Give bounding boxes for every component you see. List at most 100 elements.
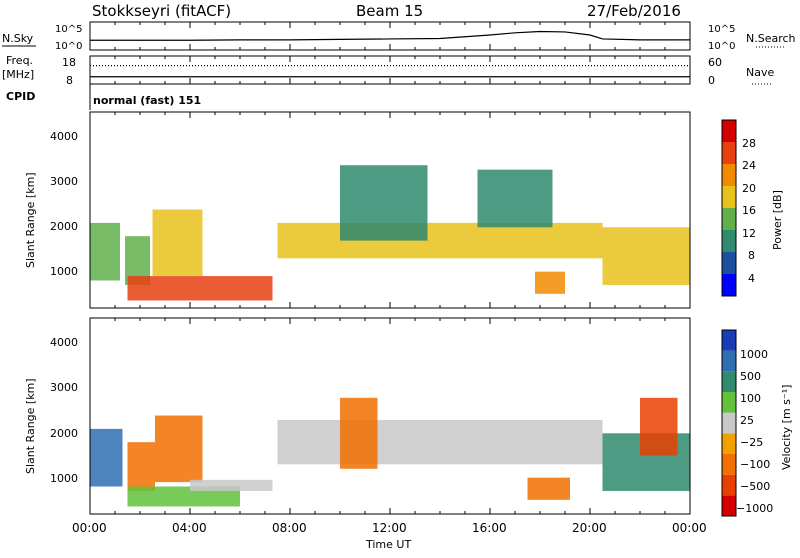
colorbar-swatch [722, 495, 736, 516]
power-cbar-8: 8 [748, 249, 755, 262]
echo-region [527, 477, 570, 500]
freq-ytick-bottom: 8 [66, 74, 73, 87]
colorbar-swatch [722, 433, 736, 454]
freq-ytick-top: 18 [62, 56, 76, 69]
colorbar-swatch [722, 412, 736, 434]
echo-region [152, 209, 203, 277]
velocity-ytick-4000: 4000 [50, 336, 78, 349]
echo-region [90, 428, 123, 487]
time-tick-0: 00:00 [72, 521, 107, 535]
velocity-ytick-1000: 1000 [50, 472, 78, 485]
colorbar-swatch [722, 274, 736, 296]
time-axis-label: Time UT [365, 538, 411, 551]
nsky-ytick-top-left: 10^5 [55, 24, 82, 35]
colorbar-frame [721, 119, 737, 297]
colorbar-swatch [722, 208, 736, 230]
colorbar-swatch [722, 230, 736, 252]
colorbar-swatch [722, 350, 736, 372]
cpid-row: CPID normal (fast) 151 [6, 84, 201, 110]
time-tick-3: 12:00 [372, 521, 407, 535]
colorbar-swatch [722, 142, 736, 164]
time-axis: 00:00 04:00 08:00 12:00 16:00 20:00 00:0… [72, 521, 707, 551]
echo-region [535, 271, 565, 294]
colorbar-swatch [722, 252, 736, 274]
velocity-ytick-3000: 3000 [50, 381, 78, 394]
echo-region [127, 486, 240, 507]
nsky-ylabel: N.Sky [2, 32, 34, 45]
power-colorbar [721, 119, 737, 297]
echo-region [190, 479, 273, 491]
velocity-y-ticks: 4000 3000 2000 1000 [50, 336, 78, 485]
echo-region [340, 397, 378, 469]
colorbar-swatch [722, 371, 736, 392]
freq-panel: Freq. [MHz] 18 8 60 0 Nave [2, 54, 774, 87]
echo-region [277, 222, 603, 259]
time-tick-1: 04:00 [172, 521, 207, 535]
power-panel: 4000 3000 2000 1000 Slant Range [km] 28 … [24, 111, 784, 309]
power-y-ticks: 4000 3000 2000 1000 [50, 130, 78, 278]
echo-region [127, 276, 273, 301]
nsky-panel: N.Sky 10^5 10^0 10^5 10^0 N.Search [2, 21, 796, 52]
echo-region [640, 397, 678, 456]
velocity-cbar-25: 25 [740, 414, 754, 427]
nsky-ytick-bottom-right: 10^0 [708, 41, 735, 52]
power-cbar-16: 16 [742, 204, 756, 217]
power-ytick-1000: 1000 [50, 265, 78, 278]
colorbar-swatch [722, 392, 736, 413]
colorbar-swatch [722, 454, 736, 475]
date-title: 27/Feb/2016 [587, 2, 681, 20]
velocity-colorbar [721, 329, 737, 517]
echo-region [155, 415, 203, 483]
time-tick-2: 08:00 [272, 521, 307, 535]
velocity-cbar-m100: −100 [740, 458, 770, 471]
power-colorbar-ticks: 28 24 20 16 12 8 4 [742, 137, 756, 285]
power-ytick-3000: 3000 [50, 175, 78, 188]
beam-title: Beam 15 [356, 2, 423, 20]
velocity-cbar-500: 500 [740, 370, 761, 383]
station-title: Stokkseyri (fitACF) [92, 2, 231, 20]
velocity-ytick-2000: 2000 [50, 427, 78, 440]
power-cbar-24: 24 [742, 159, 756, 172]
power-ytick-4000: 4000 [50, 130, 78, 143]
power-cbar-20: 20 [742, 182, 756, 195]
time-tick-6: 00:00 [672, 521, 707, 535]
power-colorbar-label: Power [dB] [771, 190, 784, 250]
echo-region [90, 222, 120, 281]
power-cbar-4: 4 [748, 272, 755, 285]
freq-ylabel-unit: [MHz] [2, 68, 34, 81]
time-tick-4: 16:00 [472, 521, 507, 535]
colorbar-frame [721, 329, 737, 517]
tick-marks [89, 22, 691, 514]
cpid-label: CPID [6, 90, 35, 103]
nsky-ytick-top-right: 10^5 [708, 24, 735, 35]
velocity-colorbar-ticks: 1000 500 100 25 −25 −100 −500 −1000 [736, 348, 773, 515]
power-ytick-2000: 2000 [50, 220, 78, 233]
velocity-ylabel: Slant Range [km] [24, 378, 37, 474]
echo-region [340, 165, 428, 241]
velocity-cbar-100: 100 [740, 392, 761, 405]
colorbar-swatch [722, 164, 736, 186]
nave-label: Nave [746, 66, 774, 79]
colorbar-swatch [722, 474, 736, 496]
colorbar-swatch [722, 120, 736, 142]
velocity-cbar-1000: 1000 [740, 348, 768, 361]
colorbar-swatch [722, 330, 736, 351]
power-cbar-28: 28 [742, 137, 756, 150]
nsearch-label: N.Search [746, 32, 796, 45]
cpid-text: normal (fast) 151 [93, 94, 201, 107]
nave-ytick-bottom: 0 [708, 74, 715, 87]
colorbar-swatch [722, 186, 736, 208]
power-echoes [90, 165, 690, 301]
echo-region [477, 169, 553, 228]
echo-region [602, 227, 690, 285]
echo-region [127, 442, 155, 491]
power-cbar-12: 12 [742, 227, 756, 240]
velocity-echoes [90, 397, 690, 507]
time-tick-5: 20:00 [572, 521, 607, 535]
velocity-panel: 4000 3000 2000 1000 Slant Range [km] 100… [24, 317, 793, 517]
nave-ytick-top: 60 [708, 56, 722, 69]
velocity-colorbar-label: Velocity [m s⁻¹] [780, 385, 793, 470]
freq-ylabel: Freq. [6, 54, 33, 67]
